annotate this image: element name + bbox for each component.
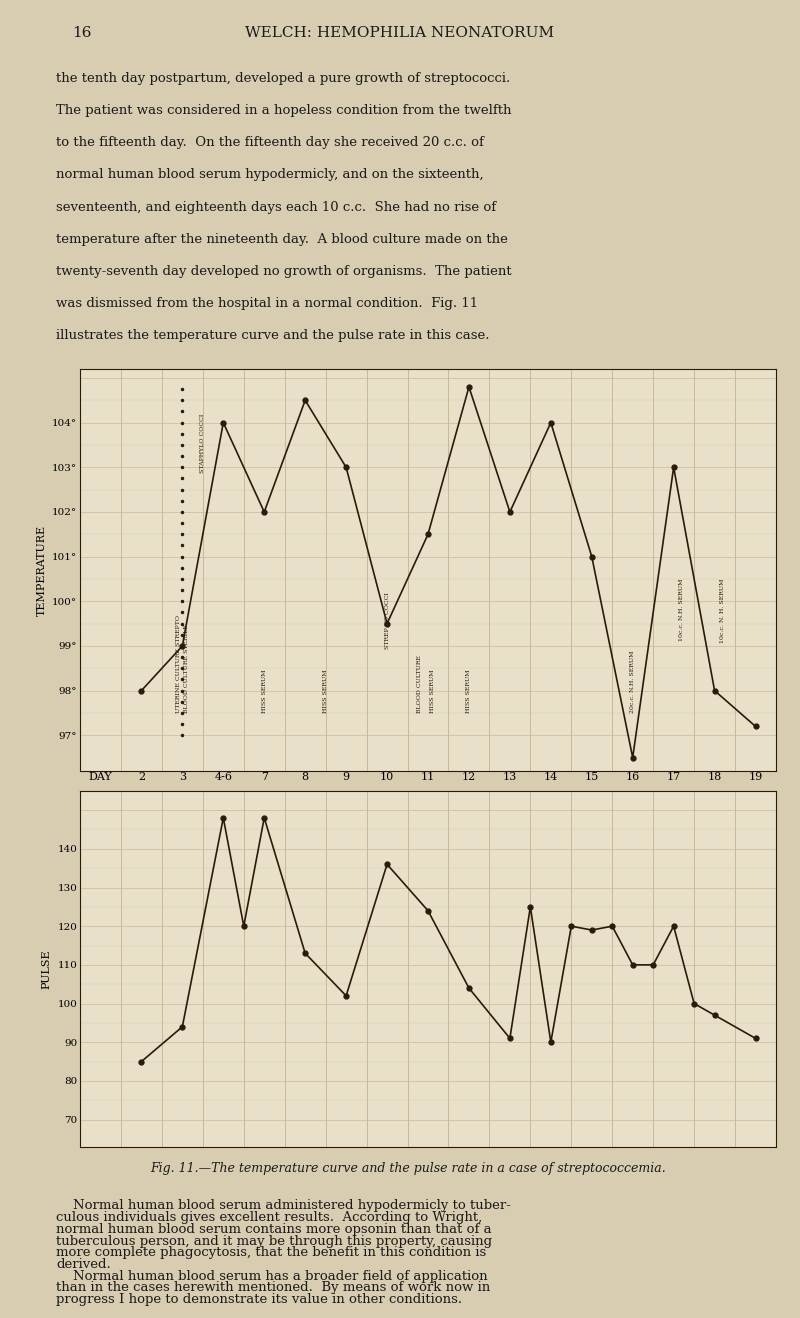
Text: BLOOD CULTURE: BLOOD CULTURE (418, 655, 422, 713)
Text: temperature after the nineteenth day.  A blood culture made on the: temperature after the nineteenth day. A … (56, 233, 508, 245)
Text: tuberculous person, and it may be through this property, causing: tuberculous person, and it may be throug… (56, 1235, 492, 1248)
Y-axis label: PULSE: PULSE (42, 949, 52, 988)
Text: Fig. 11.—The temperature curve and the pulse rate in a case of streptococcemia.: Fig. 11.—The temperature curve and the p… (150, 1162, 666, 1176)
Text: HISS SERUM: HISS SERUM (430, 670, 434, 713)
Text: BLOOD CULTURE STERILE: BLOOD CULTURE STERILE (184, 625, 189, 713)
Text: 10c.c. N. H. SERUM: 10c.c. N. H. SERUM (720, 579, 726, 643)
Text: was dismissed from the hospital in a normal condition.  Fig. 11: was dismissed from the hospital in a nor… (56, 298, 478, 310)
Text: 10c.c. N.H. SERUM: 10c.c. N.H. SERUM (679, 579, 684, 642)
Text: 20c.c. N.H. SERUM: 20c.c. N.H. SERUM (630, 651, 635, 713)
Text: derived.: derived. (56, 1257, 110, 1271)
Text: UTERINE CULTURE STREPTO: UTERINE CULTURE STREPTO (176, 616, 181, 713)
Text: HISS SERUM: HISS SERUM (262, 670, 266, 713)
Text: more complete phagocytosis, that the benefit in this condition is: more complete phagocytosis, that the ben… (56, 1247, 486, 1259)
Text: the tenth day postpartum, developed a pure growth of streptococci.: the tenth day postpartum, developed a pu… (56, 71, 510, 84)
Text: culous individuals gives excellent results.  According to Wright,: culous individuals gives excellent resul… (56, 1211, 482, 1224)
Text: The patient was considered in a hopeless condition from the twelfth: The patient was considered in a hopeless… (56, 104, 511, 117)
Text: STREP TO COCCI: STREP TO COCCI (385, 592, 390, 650)
Text: normal human blood serum hypodermicly, and on the sixteenth,: normal human blood serum hypodermicly, a… (56, 169, 484, 182)
Text: normal human blood serum contains more opsonin than that of a: normal human blood serum contains more o… (56, 1223, 492, 1236)
Text: WELCH: HEMOPHILIA NEONATORUM: WELCH: HEMOPHILIA NEONATORUM (246, 26, 554, 40)
Text: HISS SERUM: HISS SERUM (323, 670, 328, 713)
Text: Normal human blood serum has a broader field of application: Normal human blood serum has a broader f… (56, 1269, 488, 1282)
Text: progress I hope to demonstrate its value in other conditions.: progress I hope to demonstrate its value… (56, 1293, 462, 1306)
Text: 16: 16 (72, 26, 91, 40)
Text: twenty-seventh day developed no growth of organisms.  The patient: twenty-seventh day developed no growth o… (56, 265, 512, 278)
Text: STAPHYLO COCCI: STAPHYLO COCCI (200, 414, 206, 473)
Text: HISS SERUM: HISS SERUM (466, 670, 471, 713)
Text: than in the cases herewith mentioned.  By means of work now in: than in the cases herewith mentioned. By… (56, 1281, 490, 1294)
Text: seventeenth, and eighteenth days each 10 c.c.  She had no rise of: seventeenth, and eighteenth days each 10… (56, 200, 496, 214)
Text: Normal human blood serum administered hypodermicly to tuber-: Normal human blood serum administered hy… (56, 1199, 511, 1213)
Text: illustrates the temperature curve and the pulse rate in this case.: illustrates the temperature curve and th… (56, 330, 490, 343)
Text: to the fifteenth day.  On the fifteenth day she received 20 c.c. of: to the fifteenth day. On the fifteenth d… (56, 136, 484, 149)
Y-axis label: TEMPERATURE: TEMPERATURE (37, 525, 46, 616)
